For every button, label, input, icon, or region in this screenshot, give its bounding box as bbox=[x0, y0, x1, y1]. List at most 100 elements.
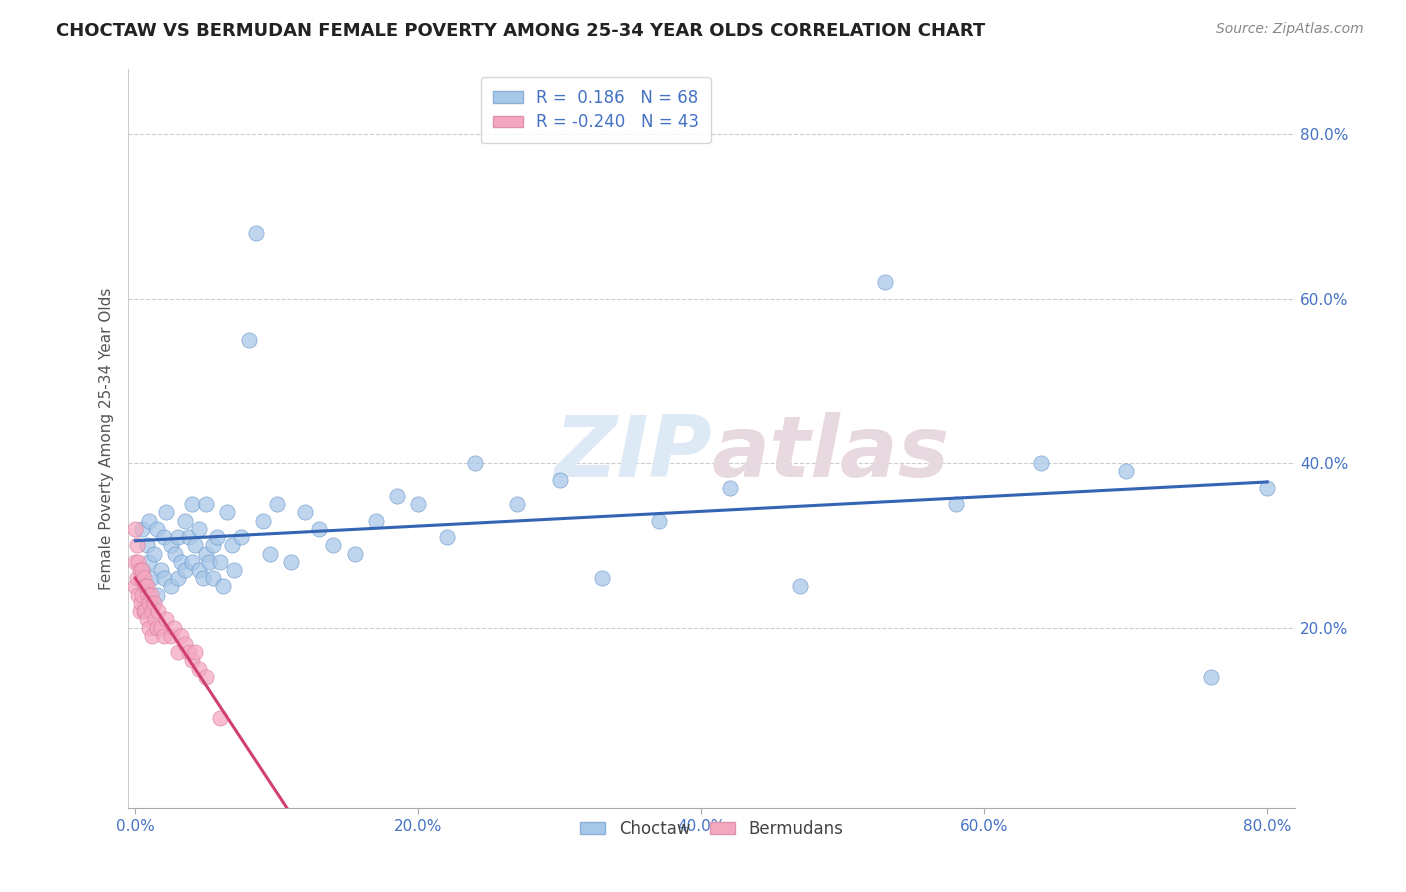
Point bbox=[125, 538, 148, 552]
Point bbox=[124, 522, 146, 536]
Point bbox=[149, 563, 172, 577]
Point bbox=[173, 514, 195, 528]
Point bbox=[177, 645, 200, 659]
Point bbox=[202, 571, 225, 585]
Point bbox=[145, 522, 167, 536]
Point bbox=[506, 497, 529, 511]
Point bbox=[322, 538, 344, 552]
Point bbox=[875, 275, 897, 289]
Point bbox=[184, 645, 207, 659]
Point bbox=[169, 555, 191, 569]
Point bbox=[129, 596, 152, 610]
Point bbox=[188, 563, 211, 577]
Point bbox=[135, 538, 157, 552]
Point bbox=[128, 604, 150, 618]
Point bbox=[134, 579, 156, 593]
Point bbox=[142, 596, 165, 610]
Point bbox=[252, 514, 274, 528]
Point bbox=[145, 588, 167, 602]
Point bbox=[131, 563, 153, 577]
Point bbox=[163, 547, 186, 561]
Point bbox=[124, 579, 146, 593]
Point bbox=[217, 506, 239, 520]
Point bbox=[180, 497, 202, 511]
Point bbox=[169, 629, 191, 643]
Point bbox=[184, 538, 207, 552]
Point bbox=[789, 579, 811, 593]
Point bbox=[128, 563, 150, 577]
Point bbox=[343, 547, 366, 561]
Point bbox=[149, 621, 172, 635]
Point bbox=[166, 530, 188, 544]
Point bbox=[648, 514, 671, 528]
Point bbox=[162, 621, 184, 635]
Point bbox=[135, 579, 157, 593]
Point bbox=[209, 711, 232, 725]
Point bbox=[238, 333, 260, 347]
Point bbox=[142, 547, 165, 561]
Point bbox=[132, 604, 155, 618]
Point bbox=[138, 621, 160, 635]
Point bbox=[591, 571, 613, 585]
Text: ZIP: ZIP bbox=[554, 412, 711, 495]
Point bbox=[155, 506, 177, 520]
Legend: Choctaw, Bermudans: Choctaw, Bermudans bbox=[574, 814, 851, 845]
Point bbox=[718, 481, 741, 495]
Point bbox=[138, 514, 160, 528]
Point bbox=[159, 579, 181, 593]
Point bbox=[188, 662, 211, 676]
Point bbox=[1115, 464, 1137, 478]
Point bbox=[155, 612, 177, 626]
Text: Source: ZipAtlas.com: Source: ZipAtlas.com bbox=[1216, 22, 1364, 37]
Text: atlas: atlas bbox=[711, 412, 950, 495]
Point bbox=[135, 612, 157, 626]
Point bbox=[146, 604, 169, 618]
Point bbox=[221, 538, 243, 552]
Point bbox=[152, 530, 174, 544]
Point bbox=[124, 555, 146, 569]
Y-axis label: Female Poverty Among 25-34 Year Olds: Female Poverty Among 25-34 Year Olds bbox=[100, 287, 114, 590]
Point bbox=[202, 538, 225, 552]
Point bbox=[129, 571, 152, 585]
Point bbox=[193, 571, 215, 585]
Point bbox=[141, 604, 163, 618]
Point bbox=[173, 563, 195, 577]
Point bbox=[548, 473, 571, 487]
Point bbox=[195, 547, 218, 561]
Point bbox=[436, 530, 458, 544]
Point bbox=[131, 522, 153, 536]
Point bbox=[207, 530, 229, 544]
Point bbox=[266, 497, 288, 511]
Point bbox=[308, 522, 330, 536]
Point bbox=[141, 571, 163, 585]
Point bbox=[131, 563, 153, 577]
Point bbox=[385, 489, 408, 503]
Point bbox=[195, 670, 218, 684]
Point bbox=[152, 629, 174, 643]
Point bbox=[173, 637, 195, 651]
Point bbox=[127, 588, 149, 602]
Point bbox=[141, 629, 163, 643]
Point bbox=[166, 571, 188, 585]
Point bbox=[145, 621, 167, 635]
Point bbox=[245, 226, 267, 240]
Point bbox=[195, 497, 218, 511]
Point bbox=[138, 555, 160, 569]
Point bbox=[134, 579, 156, 593]
Point bbox=[139, 588, 162, 602]
Point bbox=[159, 629, 181, 643]
Point bbox=[134, 604, 156, 618]
Point bbox=[464, 456, 486, 470]
Point bbox=[143, 612, 166, 626]
Point bbox=[159, 538, 181, 552]
Text: CHOCTAW VS BERMUDAN FEMALE POVERTY AMONG 25-34 YEAR OLDS CORRELATION CHART: CHOCTAW VS BERMUDAN FEMALE POVERTY AMONG… bbox=[56, 22, 986, 40]
Point bbox=[945, 497, 967, 511]
Point bbox=[188, 522, 211, 536]
Point bbox=[406, 497, 429, 511]
Point bbox=[209, 555, 232, 569]
Point bbox=[127, 555, 149, 569]
Point bbox=[180, 653, 202, 667]
Point bbox=[131, 588, 153, 602]
Point bbox=[125, 571, 148, 585]
Point bbox=[294, 506, 316, 520]
